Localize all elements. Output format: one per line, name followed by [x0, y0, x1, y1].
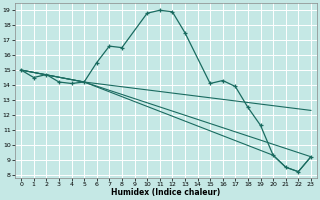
- X-axis label: Humidex (Indice chaleur): Humidex (Indice chaleur): [111, 188, 221, 197]
